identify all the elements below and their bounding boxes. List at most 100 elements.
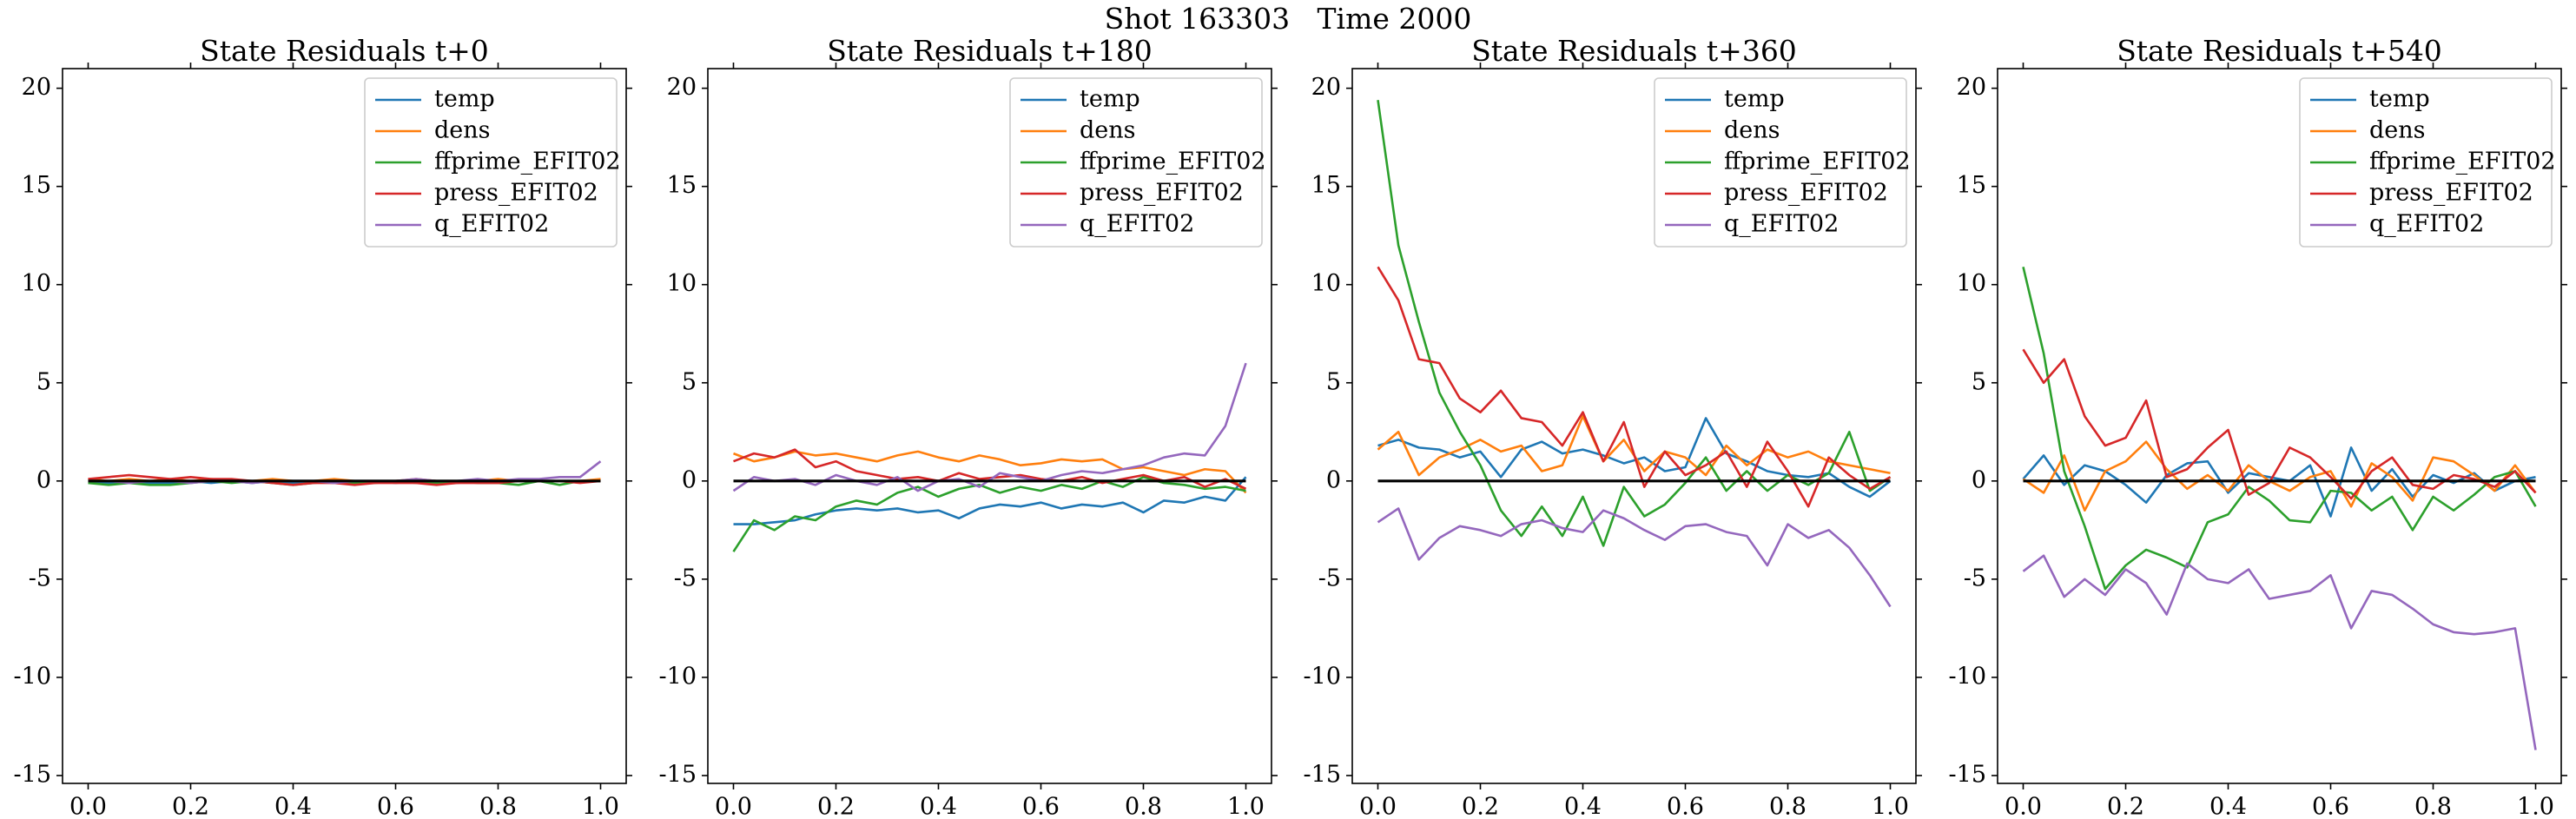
subplot: State Residuals t+540 -15 -10 -5 0 5 10 15 20 0.0… [1949, 34, 2567, 819]
plot-frame [62, 68, 627, 784]
x-tick-label: 0.2 [1462, 794, 1499, 819]
legend-label: ffprime_EFIT02 [434, 149, 621, 175]
legend-label: ffprime_EFIT02 [1724, 149, 1911, 175]
subplot: State Residuals t+180 -15 -10 -5 0 5 10 15 20 0.0… [659, 34, 1278, 819]
legend-label: temp [2369, 86, 2430, 113]
subplot: State Residuals t+0 -15 -10 -5 0 5 10 15 20 0.0 0.… [14, 34, 632, 819]
legend-label: q_EFIT02 [1724, 211, 1839, 238]
legend-label: press_EFIT02 [434, 180, 598, 207]
series-line [1377, 99, 1892, 547]
legend-label: press_EFIT02 [2369, 180, 2533, 207]
series-line [2022, 440, 2537, 512]
x-tick-label: 0.2 [172, 794, 209, 819]
x-tick-label: 1.0 [1872, 794, 1909, 819]
plot-frame [1351, 68, 1917, 784]
y-tick-label: 10 [1311, 270, 1341, 297]
legend: temp dens ffprime_EFIT02 press_EFIT02 q_EFIT… [364, 77, 621, 248]
series-line [2022, 267, 2537, 591]
y-tick-label: -5 [1964, 565, 1986, 591]
x-tick-label: 0.2 [2107, 794, 2144, 819]
legend-label: press_EFIT02 [1724, 180, 1888, 207]
legend-label: temp [434, 86, 495, 113]
x-tick-label: 0.6 [1667, 794, 1704, 819]
legend-label: temp [1724, 86, 1785, 113]
x-tick-label: 0.8 [1125, 794, 1162, 819]
x-tick-label: 0.8 [1769, 794, 1807, 819]
y-tick-label: 10 [1957, 270, 1986, 297]
x-tick-label: 0.4 [2209, 794, 2247, 819]
legend-label: dens [1080, 117, 1136, 144]
y-tick-label: 0 [1326, 466, 1341, 493]
subplot-title: State Residuals t+180 [827, 34, 1153, 68]
y-tick-label: 20 [667, 74, 697, 101]
y-tick-label: -15 [14, 761, 51, 788]
y-tick-label: -5 [674, 565, 697, 591]
legend-label: press_EFIT02 [1080, 180, 1244, 207]
y-tick-label: 20 [22, 74, 51, 101]
x-tick-label: 0.6 [377, 794, 414, 819]
x-tick-label: 1.0 [582, 794, 619, 819]
subplot-title: State Residuals t+0 [200, 34, 489, 68]
x-tick-label: 0.0 [1359, 794, 1397, 819]
figure-title: Shot 163303 Time 2000 [1105, 2, 1472, 36]
y-tick-label: 10 [667, 270, 697, 297]
series-line [2022, 554, 2537, 750]
legend: temp dens ffprime_EFIT02 press_EFIT02 q_EFIT… [2299, 77, 2556, 248]
x-tick-label: 1.0 [2517, 794, 2554, 819]
y-tick-label: 15 [1311, 172, 1341, 199]
legend-box [1009, 77, 1263, 248]
x-tick-label: 0.0 [69, 794, 107, 819]
x-tick-label: 1.0 [1227, 794, 1265, 819]
x-tick-label: 0.6 [1022, 794, 1060, 819]
x-tick-label: 0.4 [920, 794, 957, 819]
y-tick-label: 0 [1972, 466, 1986, 493]
y-tick-label: -15 [659, 761, 697, 788]
y-tick-label: -10 [1304, 663, 1341, 690]
legend: temp dens ffprime_EFIT02 press_EFIT02 q_EFIT… [1654, 77, 1911, 248]
series-line [1377, 417, 1892, 499]
y-tick-label: 5 [682, 368, 697, 395]
series-line [733, 450, 1247, 494]
x-tick-label: 0.8 [479, 794, 517, 819]
series-line [1377, 507, 1892, 608]
y-tick-label: -10 [659, 663, 697, 690]
legend-label: dens [1724, 117, 1780, 144]
legend-label: temp [1080, 86, 1140, 113]
y-tick-label: 15 [1957, 172, 1986, 199]
y-tick-label: -10 [14, 663, 51, 690]
legend: temp dens ffprime_EFIT02 press_EFIT02 q_EFIT… [1009, 77, 1266, 248]
y-tick-label: -5 [29, 565, 51, 591]
y-tick-label: -5 [1318, 565, 1341, 591]
y-tick-label: -15 [1304, 761, 1341, 788]
legend-label: dens [434, 117, 491, 144]
y-tick-label: 15 [22, 172, 51, 199]
x-tick-label: 0.0 [2005, 794, 2042, 819]
legend-label: q_EFIT02 [2369, 211, 2484, 238]
y-tick-label: 5 [1972, 368, 1986, 395]
legend-box [2299, 77, 2553, 248]
y-tick-label: -15 [1949, 761, 1986, 788]
legend-box [364, 77, 618, 248]
plot-frame [1997, 68, 2562, 784]
y-tick-label: 20 [1957, 74, 1986, 101]
x-tick-label: 0.4 [274, 794, 312, 819]
y-tick-label: 15 [667, 172, 697, 199]
subplot-title: State Residuals t+360 [1471, 34, 1797, 68]
x-tick-label: 0.4 [1564, 794, 1602, 819]
x-tick-label: 0.0 [715, 794, 752, 819]
y-tick-label: 10 [22, 270, 51, 297]
legend-label: q_EFIT02 [1080, 211, 1194, 238]
legend-label: q_EFIT02 [434, 211, 549, 238]
y-tick-label: 20 [1311, 74, 1341, 101]
legend-box [1654, 77, 1907, 248]
x-tick-label: 0.2 [817, 794, 855, 819]
y-tick-label: 0 [682, 466, 697, 493]
y-tick-label: -10 [1949, 663, 1986, 690]
x-tick-label: 0.8 [2414, 794, 2452, 819]
legend-label: ffprime_EFIT02 [1080, 149, 1266, 175]
series-line [733, 476, 1247, 525]
legend-label: ffprime_EFIT02 [2369, 149, 2556, 175]
subplot: State Residuals t+360 -15 -10 -5 0 5 10 15 20 0.0… [1304, 34, 1922, 819]
legend-label: dens [2369, 117, 2426, 144]
